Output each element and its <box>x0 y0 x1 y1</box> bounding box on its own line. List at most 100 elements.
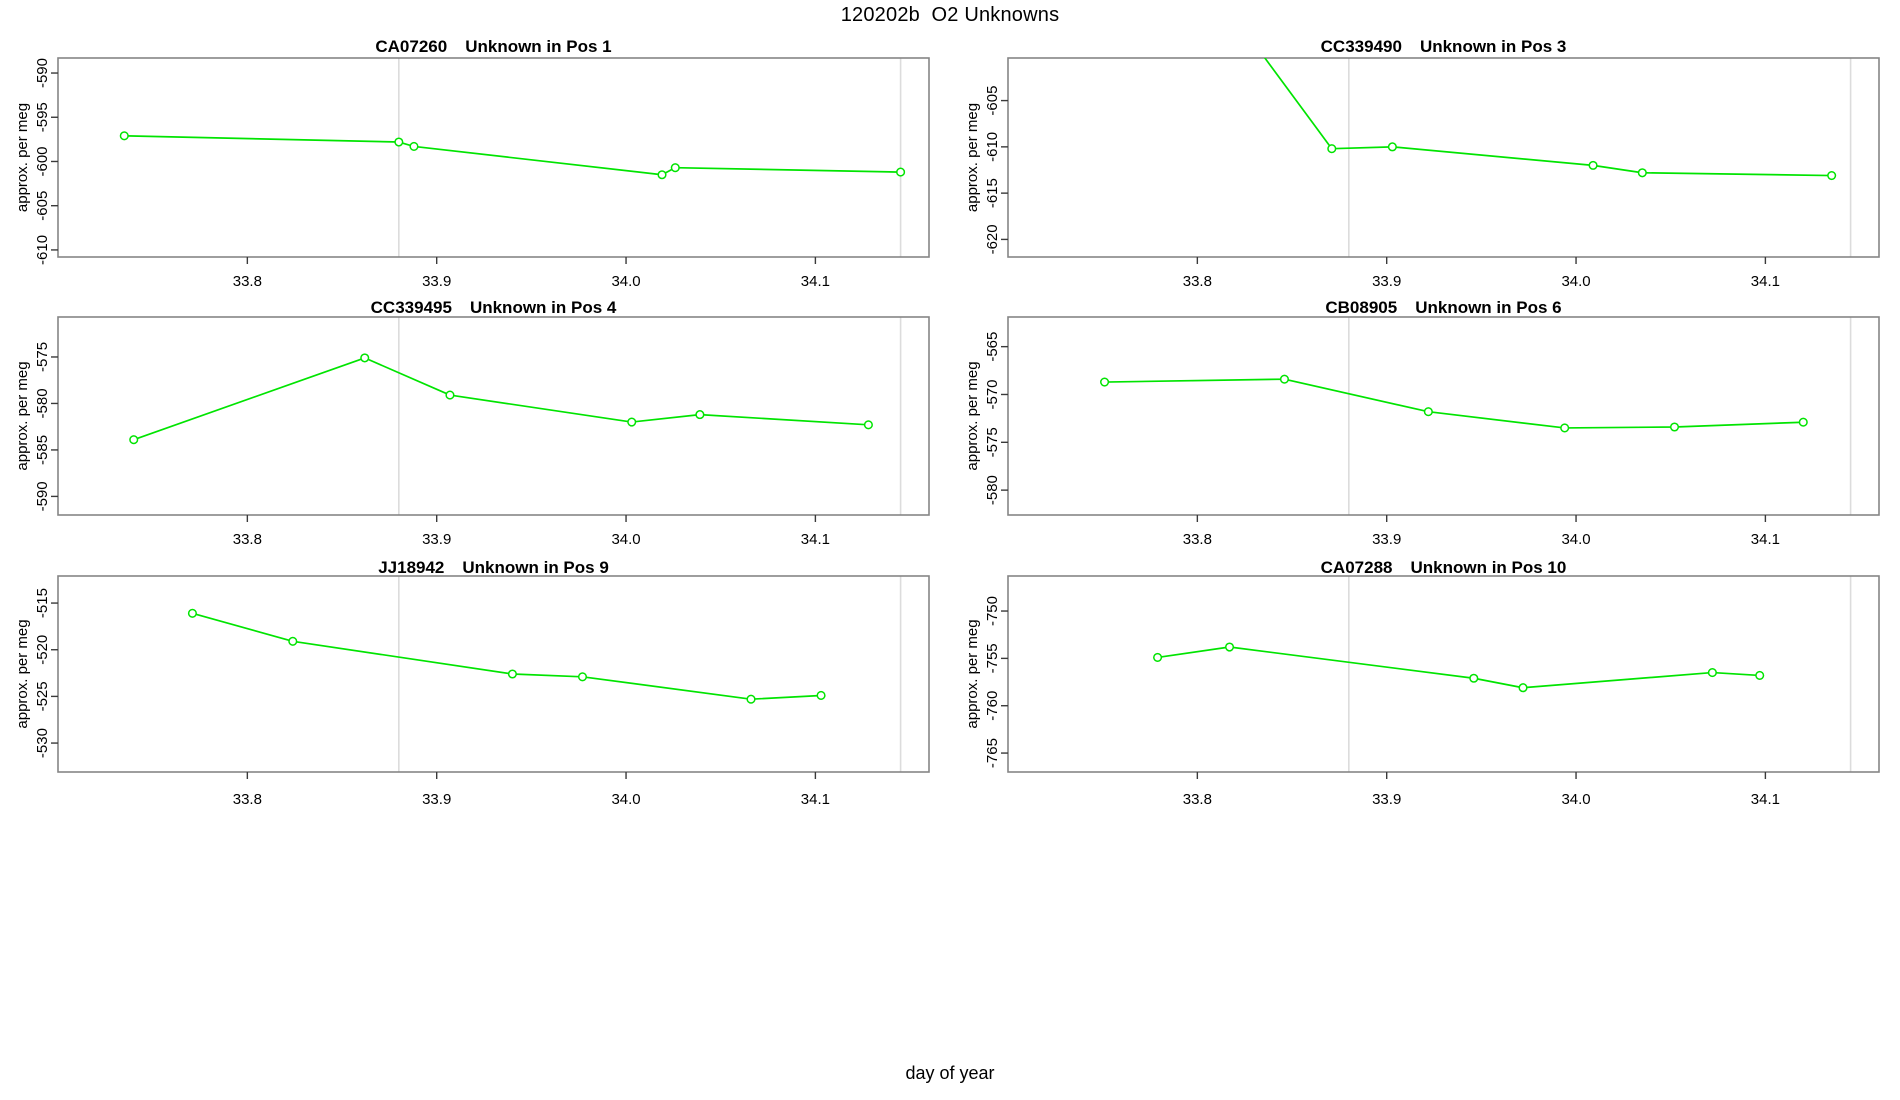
sample-id: CA07260 <box>375 37 447 56</box>
position-label: Unknown in Pos 3 <box>1420 37 1566 56</box>
sample-id: JJ18942 <box>378 558 444 577</box>
y-tick-label: -590 <box>34 58 51 88</box>
subplot-CA07288: 33.8 33.9 34.0 34.1 -750 -755 -760 -765approx. … <box>964 558 1880 808</box>
data-point-marker <box>1637 168 1647 178</box>
x-tick-label: 33.9 <box>422 273 451 290</box>
subplot-title: CC339490 Unknown in Pos 3 <box>1321 37 1567 56</box>
subplot-title: CB08905 Unknown in Pos 6 <box>1325 298 1561 317</box>
sample-id: CB08905 <box>1325 298 1397 317</box>
subplot-CB08905: 33.8 33.9 34.0 34.1 -565 -570 -575 -580approx. … <box>964 298 1880 548</box>
plot-box <box>1007 575 1880 773</box>
data-point-marker <box>1423 407 1433 417</box>
x-tick-label: 34.0 <box>611 531 640 548</box>
data-point-marker <box>1798 417 1808 427</box>
data-point-marker <box>816 690 826 701</box>
data-point-marker <box>507 669 517 679</box>
x-tick-label: 33.8 <box>233 791 262 808</box>
data-point-marker <box>1518 683 1528 693</box>
y-tick-label: -610 <box>34 235 51 265</box>
data-point-marker <box>1469 673 1479 683</box>
y-tick-label: -600 <box>34 146 51 176</box>
data-point-marker <box>360 353 370 363</box>
x-tick-label: 34.0 <box>611 273 640 290</box>
subplot-CC339495: 33.8 33.9 34.0 34.1 -575 -580 -585 -590approx. … <box>14 298 930 548</box>
subplot-title: JJ18942 Unknown in Pos 9 <box>378 558 609 577</box>
x-tick-label: 33.9 <box>422 531 451 548</box>
x-tick-label: 34.1 <box>1751 531 1780 548</box>
x-tick-label: 33.8 <box>233 531 262 548</box>
y-axis-title: approx. per meg <box>964 361 981 470</box>
x-tick-label: 33.8 <box>1183 791 1212 808</box>
data-point-marker <box>1279 374 1289 384</box>
data-point-marker <box>409 141 419 151</box>
data-point-marker <box>695 410 705 420</box>
subplot-title: CA07288 Unknown in Pos 10 <box>1321 558 1567 577</box>
y-tick-label: -565 <box>984 332 1001 362</box>
y-tick-label: -590 <box>34 481 51 511</box>
data-point-marker <box>394 137 404 147</box>
y-tick-label: -620 <box>984 224 1001 254</box>
y-tick-label: -575 <box>984 427 1001 457</box>
y-tick-label: -575 <box>34 342 51 372</box>
subplot-CA07260: 33.8 33.9 34.0 34.1 -590 -595 -600 -605 -610 appr… <box>14 37 930 290</box>
y-tick-label: -520 <box>34 635 51 665</box>
y-axis-title: approx. per meg <box>964 619 981 728</box>
y-axis-title: approx. per meg <box>14 103 31 212</box>
subplot-JJ18942: 33.8 33.9 34.0 34.1 -515 -520 -525 -530approx. … <box>14 558 930 808</box>
plot-box <box>1007 316 1880 516</box>
y-axis-title: approx. per meg <box>14 619 31 728</box>
subplot-title: CA07260 Unknown in Pos 1 <box>375 37 611 56</box>
data-point-marker <box>1153 652 1163 662</box>
data-point-marker <box>627 417 637 427</box>
y-tick-label: -515 <box>34 588 51 618</box>
y-tick-label: -750 <box>984 596 1001 626</box>
data-point-marker <box>896 167 906 177</box>
plot-box <box>57 575 930 773</box>
y-tick-label: -610 <box>984 132 1001 162</box>
y-tick-label: -765 <box>984 738 1001 768</box>
y-tick-label: -615 <box>984 178 1001 208</box>
x-tick-label: 33.9 <box>1372 791 1401 808</box>
x-tick-label: 33.9 <box>422 791 451 808</box>
y-axis-title: approx. per meg <box>14 361 31 470</box>
data-point-marker <box>670 163 680 173</box>
sample-id: CC339490 <box>1321 37 1402 56</box>
x-tick-label: 33.8 <box>233 273 262 290</box>
position-label: Unknown in Pos 10 <box>1410 558 1566 577</box>
data-point-marker <box>657 170 667 180</box>
y-tick-label: -525 <box>34 681 51 711</box>
subplot-title: CC339495 Unknown in Pos 4 <box>371 298 617 317</box>
x-tick-label: 34.1 <box>1751 273 1780 290</box>
data-point-marker <box>1224 642 1235 652</box>
sample-id: CC339495 <box>371 298 452 317</box>
data-point-marker <box>187 608 197 618</box>
x-tick-label: 34.0 <box>1561 273 1590 290</box>
data-point-marker <box>863 420 873 430</box>
y-axis-title: approx. per meg <box>964 103 981 212</box>
series-line <box>133 357 869 441</box>
position-label: Unknown in Pos 1 <box>465 37 611 56</box>
y-tick-label: -760 <box>984 691 1001 721</box>
x-tick-label: 34.1 <box>1751 791 1780 808</box>
x-tick-label: 33.9 <box>1372 273 1401 290</box>
y-tick-label: -605 <box>984 86 1001 116</box>
data-point-marker <box>1560 423 1570 433</box>
y-tick-label: -755 <box>984 643 1001 673</box>
series-line <box>192 612 822 701</box>
plot-box <box>1007 57 1880 258</box>
y-tick-label: -530 <box>34 728 51 758</box>
series-line <box>1104 378 1804 429</box>
data-point-marker <box>1327 144 1337 154</box>
plot-box <box>57 57 930 258</box>
data-point-marker <box>1669 422 1680 432</box>
data-point-marker <box>1100 377 1110 387</box>
data-point-marker <box>577 672 588 682</box>
x-tick-label: 33.8 <box>1183 531 1212 548</box>
x-axis-label: day of year <box>905 1063 995 1083</box>
subplot-CC339490: 33.8 33.9 34.0 34.1 -605 -610 -615 -620approx. … <box>964 37 1880 290</box>
x-tick-label: 34.0 <box>611 791 640 808</box>
plot-box <box>57 316 930 516</box>
data-point-marker <box>1827 170 1837 181</box>
position-label: Unknown in Pos 4 <box>470 298 617 317</box>
